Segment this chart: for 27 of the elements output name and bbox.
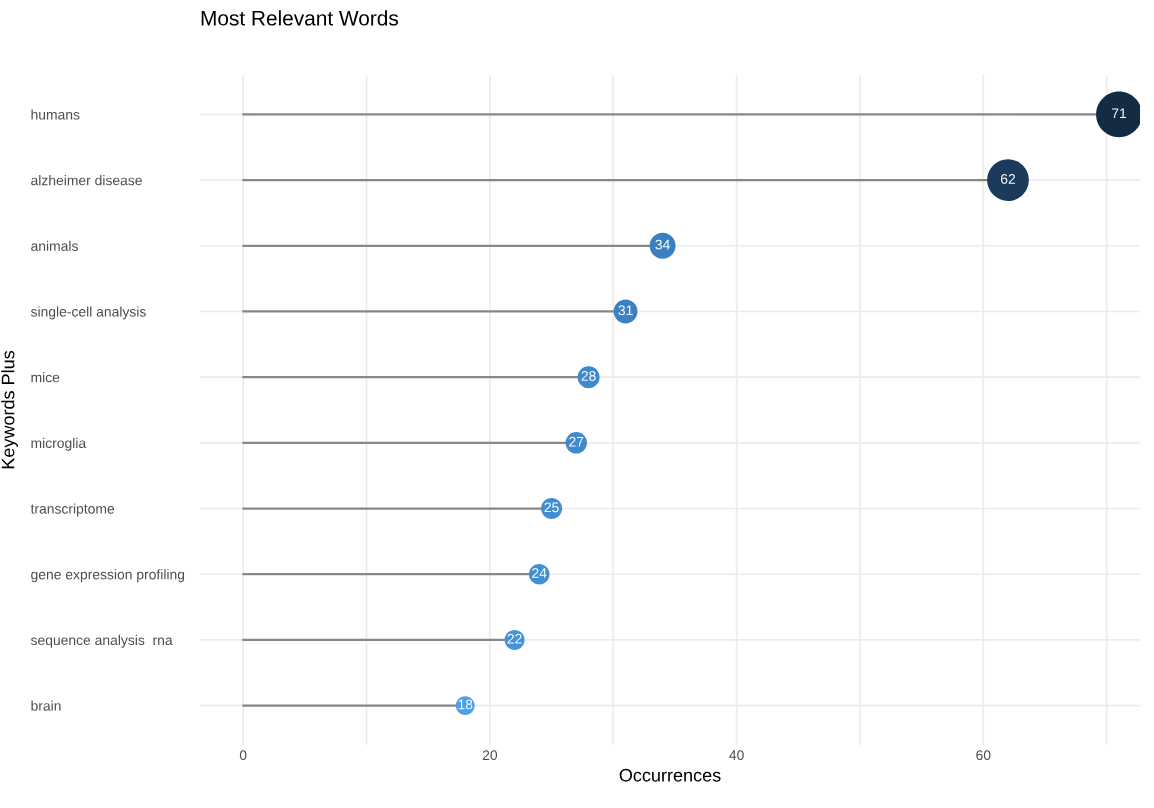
y-tick-label: microglia	[31, 437, 87, 451]
x-tick-label: 60	[976, 750, 991, 761]
y-tick-label: animals	[31, 240, 78, 251]
data-label: 27	[569, 436, 584, 447]
y-tick-label: single-cell analysis	[30, 306, 146, 320]
data-label: 22	[507, 633, 522, 644]
y-tick-label: humans	[31, 109, 80, 120]
chart-title: Most Relevant Words	[201, 10, 399, 26]
y-tick-label: alzheimer disease	[31, 175, 142, 186]
x-tick-label: 20	[482, 750, 498, 761]
x-axis-title: Occurrences	[619, 768, 721, 782]
data-label: 18	[458, 699, 473, 710]
data-label: 71	[1112, 108, 1127, 118]
x-tick-label: 40	[729, 750, 744, 761]
data-label: 62	[1000, 173, 1016, 184]
y-tick-label: sequence analysis rna	[30, 634, 173, 648]
data-label: 28	[581, 371, 596, 381]
y-tick-label: mice	[31, 372, 60, 383]
y-tick-label: transcriptome	[30, 503, 115, 517]
y-axis-title: Keywords Plus	[1, 350, 18, 469]
data-label: 25	[544, 502, 559, 513]
y-tick-label: gene expression profiling	[31, 569, 185, 583]
data-label: 24	[532, 568, 547, 578]
data-label: 34	[655, 239, 670, 250]
y-tick-label: brain	[31, 700, 61, 711]
x-tick-label: 0	[239, 750, 247, 761]
data-label: 31	[618, 305, 633, 316]
